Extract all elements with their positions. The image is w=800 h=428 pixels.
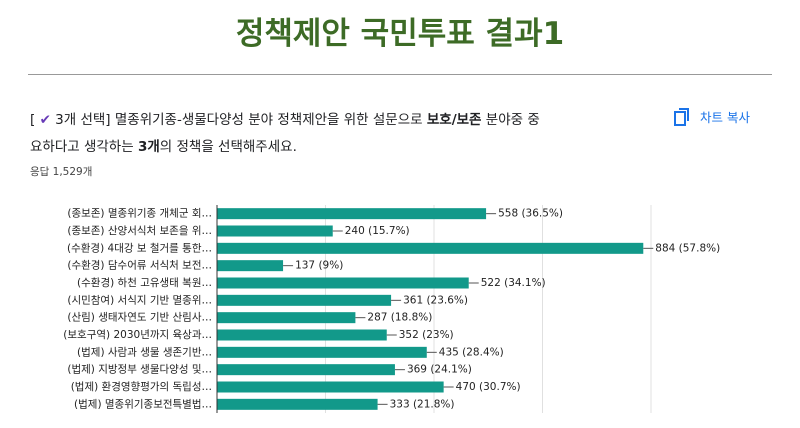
- value-label: 361 (23.6%): [403, 294, 468, 306]
- page-title: 정책제안 국민투표 결과1: [235, 16, 565, 52]
- bar: [217, 364, 395, 376]
- copy-chart-button[interactable]: 차트 복사: [674, 107, 750, 126]
- copy-icon: [674, 107, 689, 126]
- bar: [217, 277, 469, 289]
- bar: [217, 294, 392, 306]
- value-label: 369 (24.1%): [407, 364, 472, 376]
- divider: [28, 74, 772, 75]
- bar: [217, 260, 284, 272]
- y-tick-label: (법제) 지방정부 생물다양성 및…: [67, 364, 212, 376]
- bar: [217, 329, 387, 341]
- y-tick-label: (보호구역) 2030년까지 육상과…: [63, 329, 212, 341]
- response-count: 응답 1,529개: [30, 166, 93, 178]
- y-tick-label: (종보존) 멸종위기종 개체군 회…: [67, 207, 212, 220]
- value-label: 884 (57.8%): [655, 242, 720, 254]
- bar: [217, 398, 378, 410]
- bar: [217, 381, 444, 393]
- y-tick-label: (산림) 생태자연도 기반 산림사…: [67, 312, 212, 324]
- bar: [217, 208, 487, 220]
- y-tick-label: (법제) 사람과 생물 생존기반…: [77, 345, 212, 358]
- bar: [217, 242, 644, 254]
- chart: (종보존) 멸종위기종 개체군 회… 558 (36.5%) (종보존) 산양서식처…: [63, 205, 720, 413]
- value-label: 522 (34.1%): [481, 277, 546, 289]
- bar: [217, 312, 356, 324]
- question-text: 3개: [137, 139, 160, 155]
- y-tick-label: (시민참여) 서식지 기반 멸종위…: [67, 293, 212, 306]
- value-label: 333 (21.8%): [390, 398, 455, 410]
- value-label: 558 (36.5%): [498, 208, 563, 220]
- value-label: 435 (28.4%): [439, 346, 504, 358]
- bar: [217, 225, 333, 237]
- y-tick-label: (수환경) 하천 고유생태 복원…: [77, 276, 212, 289]
- question-text: 보호/보존: [426, 112, 482, 128]
- question-text: 요하다고 생각하는: [30, 139, 138, 155]
- value-label: 470 (30.7%): [456, 381, 521, 393]
- question-line: 요하다고 생각하는 3개의 정책을 선택해주세요.: [30, 135, 297, 155]
- y-tick-label: (법제) 환경영향평가의 독립성…: [71, 380, 212, 393]
- value-label: 137 (9%): [295, 260, 343, 272]
- y-tick-label: (종보존) 산양서식처 보존을 위…: [67, 224, 212, 237]
- question-text: 분야중 중: [481, 112, 540, 128]
- y-tick-label: (수환경) 4대강 보 철거를 통한…: [67, 241, 212, 254]
- y-tick-label: (법제) 멸종위기종보전특별법…: [74, 397, 212, 410]
- question-text: 의 정책을 선택해주세요.: [159, 139, 297, 155]
- check-icon: ✔: [39, 112, 51, 128]
- question-text: [: [30, 112, 40, 128]
- copy-label[interactable]: 차트 복사: [700, 110, 750, 125]
- value-label: 352 (23%): [399, 329, 454, 341]
- bar: [217, 346, 427, 358]
- question-line: [ ✔ 3개 선택] 멸종위기종-생물다양성 분야 정책제안을 위한 설문으로 …: [30, 108, 540, 128]
- question-text: 3개 선택] 멸종위기종-생물다양성 분야 정책제안을 위한 설문으로: [50, 112, 427, 128]
- y-tick-label: (수환경) 담수어류 서식처 보전…: [67, 259, 212, 272]
- value-label: 240 (15.7%): [345, 225, 410, 237]
- value-label: 287 (18.8%): [367, 312, 432, 324]
